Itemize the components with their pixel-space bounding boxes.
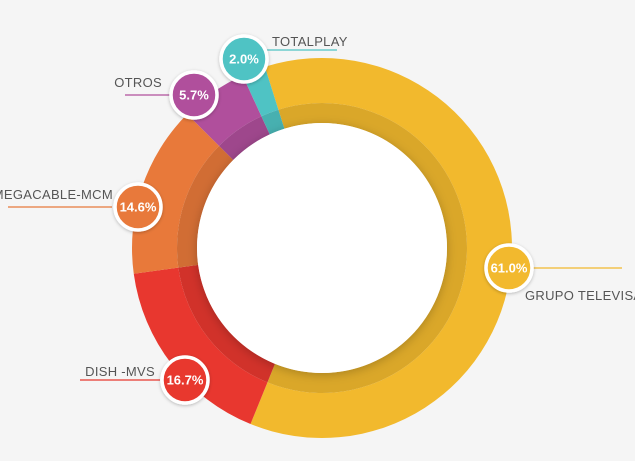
category-label-dish-mvs: DISH -MVS <box>85 364 155 379</box>
value-badge-totalplay <box>219 34 269 84</box>
outer-ring <box>131 58 512 438</box>
slice-grupo-televisa <box>250 58 512 438</box>
category-label-totalplay: TOTALPLAY <box>272 34 348 49</box>
leader-lines <box>8 49 622 381</box>
value-label-totalplay: 2.0% <box>229 52 259 67</box>
slice-megacable-mcm <box>131 114 220 274</box>
slice-dish-mvs <box>133 267 268 425</box>
value-badge-otros <box>169 70 219 120</box>
slice-inner-totalplay <box>261 109 285 135</box>
value-badge-megacable-mcm <box>113 182 163 232</box>
category-label-otros: OTROS <box>114 75 162 90</box>
category-label-grupo-televisa: GRUPO TELEVISA <box>525 288 635 303</box>
value-label-otros: 5.7% <box>179 88 209 103</box>
donut-center <box>197 123 447 373</box>
slice-inner-megacable-mcm <box>176 145 234 268</box>
slice-inner-dish-mvs <box>178 264 275 383</box>
value-badge-dish-mvs <box>160 355 210 405</box>
slice-labels: GRUPO TELEVISA DISH -MVS MEGACABLE-MCM OTRO… <box>0 34 635 379</box>
inner-ring <box>176 103 468 393</box>
value-label-megacable-mcm: 14.6% <box>120 200 157 215</box>
value-badges: 61.0% 16.7% 14.6% 5.7% 2.0% <box>113 34 534 405</box>
value-label-grupo-televisa: 61.0% <box>491 261 528 276</box>
value-badge-grupo-televisa <box>484 243 534 293</box>
slice-otros <box>187 75 262 146</box>
value-label-dish-mvs: 16.7% <box>167 373 204 388</box>
slice-inner-otros <box>219 116 270 160</box>
category-label-megacable-mcm: MEGACABLE-MCM <box>0 187 113 202</box>
